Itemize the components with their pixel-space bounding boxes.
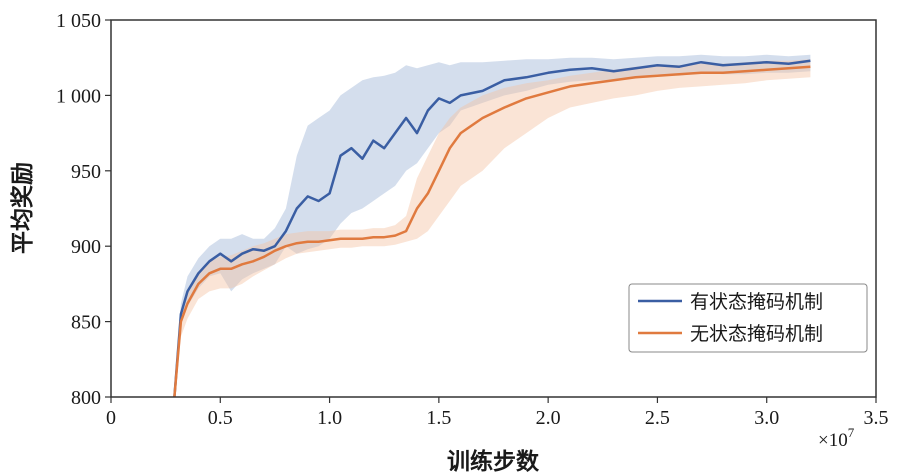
y-tick-label: 900	[71, 236, 101, 258]
legend-label-series-1: 有状态掩码机制	[690, 291, 823, 313]
x-multiplier-label: ×107	[818, 425, 855, 451]
x-tick-label: 1.0	[317, 407, 342, 429]
y-tick-label: 1 000	[56, 85, 101, 107]
x-multiplier-exponent: 7	[848, 425, 855, 440]
x-tick-label: 2.0	[536, 407, 561, 429]
y-tick-label: 1 050	[56, 10, 101, 32]
band-series-2	[174, 59, 811, 397]
band-series-1	[174, 54, 811, 397]
plot-area-frame	[110, 19, 877, 398]
line-series-1	[173, 59, 811, 398]
x-tick-label: 0	[106, 407, 116, 429]
y-tick-label: 800	[71, 387, 101, 409]
y-tick-label: 850	[71, 312, 101, 334]
series-lines	[173, 59, 811, 398]
x-tick-label: 1.5	[426, 407, 451, 429]
legend-label-series-2: 无状态掩码机制	[690, 323, 823, 345]
x-tick-label: 3.0	[754, 407, 779, 429]
y-axis-title: 平均奖励	[9, 162, 36, 254]
x-tick-label: 2.5	[645, 407, 670, 429]
y-axis: 800 850 900 950 1 000 1 050	[56, 10, 111, 409]
legend: 有状态掩码机制 无状态掩码机制	[628, 283, 868, 353]
confidence-bands	[174, 54, 811, 397]
line-series-2	[173, 65, 811, 398]
x-tick-label: 3.5	[864, 407, 889, 429]
x-tick-label: 0.5	[208, 407, 233, 429]
y-tick-label: 950	[71, 161, 101, 183]
x-axis: 0 0.5 1.0 1.5 2.0 2.5 3.0 3.5	[106, 397, 889, 429]
legend-box	[628, 283, 868, 353]
x-axis-title: 训练步数	[447, 448, 540, 475]
